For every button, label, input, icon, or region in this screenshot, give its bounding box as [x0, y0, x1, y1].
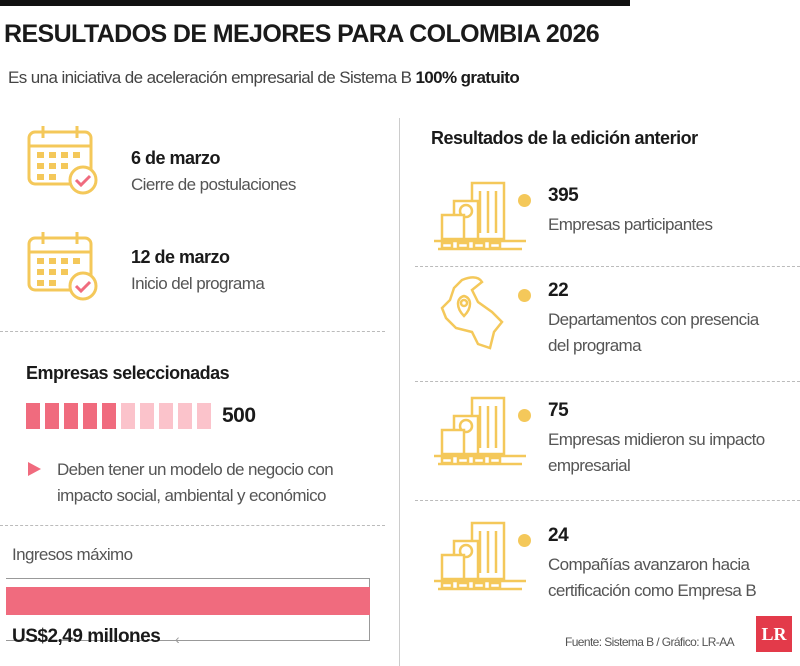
subtitle-text: Es una iniciativa de aceleración empresa…: [8, 68, 416, 87]
source: Fuente: Sistema B / Gráfico: LR-AA: [565, 635, 735, 649]
divider: [415, 381, 800, 382]
income-title: Ingresos máximo: [12, 545, 133, 564]
divider: [415, 500, 800, 501]
previous-label: Empresas participantes: [548, 215, 713, 234]
previous-label: Compañías avanzaron hacia certificación …: [548, 555, 757, 600]
divider: [415, 266, 800, 267]
calendar-check-icon: [27, 126, 98, 195]
bullet-dot-icon: [518, 409, 531, 422]
arrow-line: [180, 640, 370, 641]
selected-square: [121, 403, 135, 429]
income-bar: [6, 587, 370, 615]
triangle-bullet-icon: [28, 462, 41, 476]
lr-logo: LR: [756, 616, 792, 652]
date-2: 12 de marzo: [131, 247, 230, 267]
divider: [0, 525, 385, 526]
previous-title: Resultados de la edición anterior: [431, 128, 698, 148]
calendar-check-icon: [27, 232, 98, 301]
selected-square: [45, 403, 59, 429]
previous-label: Empresas midieron su impacto empresarial: [548, 430, 765, 475]
buildings-icon: [434, 521, 526, 591]
previous-label: Departamentos con presencia del programa: [548, 310, 759, 355]
selected-square: [197, 403, 211, 429]
previous-value: 75: [548, 400, 569, 421]
income-value: US$2,49 millones: [12, 626, 161, 647]
page-title: RESULTADOS DE MEJORES PARA COLOMBIA 2026: [4, 20, 600, 48]
selected-note: Deben tener un modelo de negocio con imp…: [57, 460, 334, 505]
column-divider: [399, 118, 400, 666]
selected-square: [26, 403, 40, 429]
selected-value: 500: [222, 404, 256, 427]
selected-square: [178, 403, 192, 429]
selected-square: [102, 403, 116, 429]
bullet-dot-icon: [518, 534, 531, 547]
selected-square: [159, 403, 173, 429]
date-2-label: Inicio del programa: [131, 274, 265, 293]
date-1: 6 de marzo: [131, 148, 221, 168]
selected-title: Empresas seleccionadas: [26, 363, 230, 383]
colombia-map-icon: [440, 276, 504, 350]
subtitle: Es una iniciativa de aceleración empresa…: [8, 68, 520, 88]
buildings-icon: [434, 396, 526, 466]
arrow-left-icon: ‹: [175, 631, 180, 647]
divider: [0, 331, 385, 332]
selected-square: [83, 403, 97, 429]
date-1-label: Cierre de postulaciones: [131, 175, 296, 194]
selected-squares: [26, 403, 216, 434]
previous-value: 22: [548, 280, 569, 301]
previous-value: 24: [548, 525, 569, 546]
selected-square: [140, 403, 154, 429]
previous-value: 395: [548, 185, 579, 206]
bullet-dot-icon: [518, 194, 531, 207]
subtitle-bold: 100% gratuito: [415, 68, 520, 87]
bullet-dot-icon: [518, 289, 531, 302]
top-rule: [0, 0, 630, 6]
selected-square: [64, 403, 78, 429]
buildings-icon: [434, 181, 526, 251]
